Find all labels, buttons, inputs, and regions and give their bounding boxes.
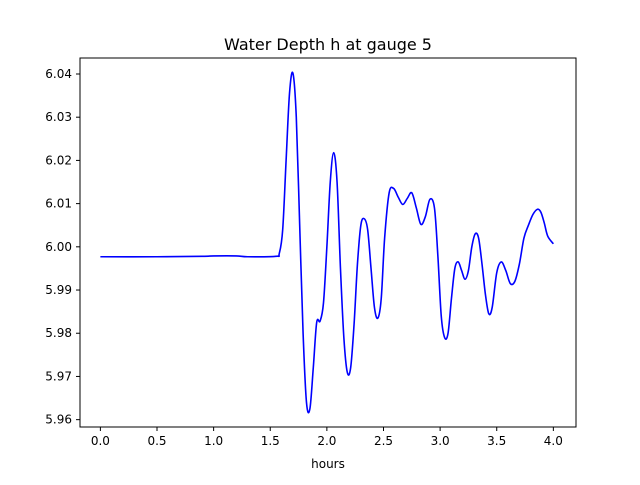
x-tick-label: 1.0 — [204, 434, 223, 448]
series-layer — [100, 71, 554, 414]
x-tick-label: 2.5 — [374, 434, 393, 448]
y-tick-label: 5.98 — [45, 326, 72, 340]
y-tick-label: 5.99 — [45, 283, 72, 297]
y-tick-label: 6.04 — [45, 67, 72, 81]
y-axis-ticks: 5.96 5.97 5.98 5.99 6.00 6.01 6.02 6.03 6.04 — [45, 67, 80, 427]
y-tick-label: 6.02 — [45, 153, 72, 167]
plot-frame — [79, 57, 577, 428]
y-tick-label: 6.03 — [45, 110, 72, 124]
x-axis-label: hours — [311, 457, 345, 471]
x-tick-label: 3.5 — [487, 434, 506, 448]
y-tick-label: 6.00 — [45, 240, 72, 254]
chart-title: Water Depth h at gauge 5 — [224, 35, 432, 54]
x-tick-label: 0.5 — [147, 434, 166, 448]
x-tick-label: 1.5 — [261, 434, 280, 448]
x-tick-label: 0.0 — [91, 434, 110, 448]
y-tick-label: 6.01 — [45, 197, 72, 211]
y-tick-label: 5.96 — [45, 413, 72, 427]
x-tick-label: 2.0 — [317, 434, 336, 448]
x-tick-label: 4.0 — [544, 434, 563, 448]
x-tick-label: 3.0 — [431, 434, 450, 448]
water-depth-line — [100, 71, 554, 414]
x-axis-ticks: 0.0 0.5 1.0 1.5 2.0 2.5 3.0 3.5 4.0 — [91, 427, 563, 448]
y-tick-label: 5.97 — [45, 369, 72, 383]
